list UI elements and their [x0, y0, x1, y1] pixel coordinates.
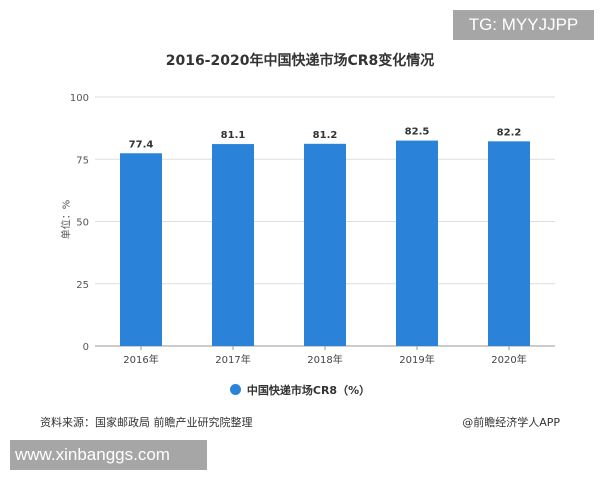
legend-label: 中国快递市场CR8（%） [246, 384, 371, 397]
x-tick-label: 2019年 [399, 353, 434, 366]
y-tick-label: 50 [76, 218, 89, 229]
bar [212, 144, 254, 346]
watermark-tg: TG: MYYJJPP [453, 10, 594, 40]
x-tick-label: 2017年 [215, 353, 250, 366]
source-note: 资料来源：国家邮政局 前瞻产业研究院整理 [40, 416, 253, 429]
chart-title: 2016-2020年中国快递市场CR8变化情况 [165, 53, 435, 69]
y-tick-label: 0 [83, 342, 89, 353]
x-tick-label: 2018年 [307, 353, 342, 366]
bar [120, 153, 162, 346]
bar [488, 141, 530, 346]
x-tick-label: 2020年 [491, 353, 526, 366]
credit-note: @前瞻经济学人APP [462, 416, 560, 429]
legend-swatch [229, 384, 241, 395]
bar [304, 143, 346, 346]
data-label: 77.4 [129, 139, 154, 150]
data-label: 81.2 [313, 130, 338, 141]
legend: 中国快递市场CR8（%） [0, 382, 600, 398]
data-label: 81.1 [221, 130, 246, 141]
data-label: 82.2 [497, 127, 522, 138]
bar [396, 140, 438, 346]
y-tick-label: 75 [76, 155, 89, 166]
y-tick-label: 25 [76, 280, 89, 291]
data-label: 82.5 [405, 127, 430, 138]
x-tick-label: 2016年 [123, 353, 158, 366]
watermark-site: www.xinbanggs.com [10, 440, 207, 470]
y-tick-label: 100 [70, 93, 89, 104]
